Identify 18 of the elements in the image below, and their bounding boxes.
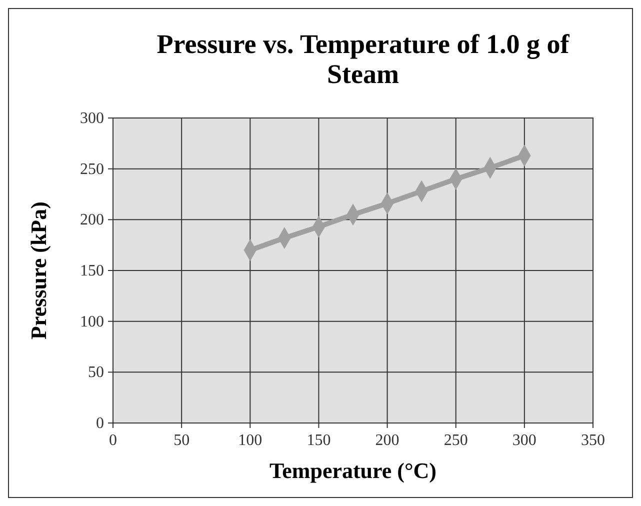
y-tick-label: 200 [80,212,104,229]
y-tick-label: 50 [88,364,104,382]
x-tick-label: 150 [306,432,331,449]
y-tick-label: 250 [80,160,104,178]
x-tick-label: 100 [238,432,262,449]
y-tick-label: 100 [80,313,104,330]
x-tick-label: 0 [109,432,117,449]
x-tick-label: 50 [174,432,190,449]
y-axis-title: Pressure (kPa) [26,202,51,340]
x-tick-label: 250 [444,432,468,449]
x-tick-label: 350 [581,432,605,449]
y-tick-label: 0 [96,415,104,432]
y-tick-label: 150 [80,262,104,280]
x-axis-title: Temperature (°C) [269,458,437,483]
chart-title: Pressure vs. Temperature of 1.0 g of Steam [156,29,570,89]
y-tick-label: 300 [80,110,104,127]
x-tick-label: 300 [512,432,536,449]
x-tick-label: 200 [375,432,400,449]
